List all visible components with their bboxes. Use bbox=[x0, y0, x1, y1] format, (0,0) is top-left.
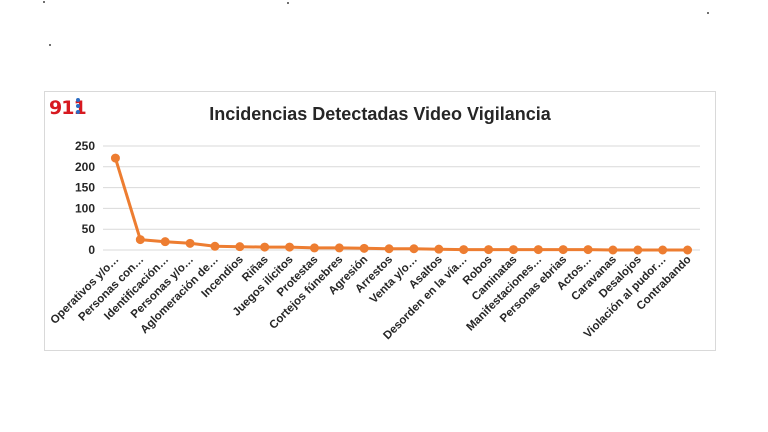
data-point bbox=[608, 245, 618, 255]
data-point bbox=[309, 243, 319, 253]
data-point bbox=[135, 235, 145, 245]
data-point bbox=[185, 238, 195, 248]
data-point bbox=[359, 243, 369, 253]
series-line bbox=[113, 157, 688, 252]
data-point bbox=[658, 245, 668, 255]
logo-dots bbox=[76, 98, 82, 116]
data-point bbox=[260, 242, 270, 252]
data-point bbox=[160, 237, 170, 247]
data-point bbox=[459, 245, 469, 255]
data-point bbox=[409, 244, 419, 254]
data-point bbox=[583, 245, 593, 255]
data-point bbox=[285, 242, 295, 252]
y-tick-label: 200 bbox=[75, 160, 95, 174]
decorative-speck bbox=[707, 12, 709, 14]
chart-area bbox=[44, 91, 716, 351]
data-point bbox=[484, 245, 494, 255]
data-point bbox=[434, 244, 444, 254]
data-point bbox=[334, 243, 344, 253]
data-point bbox=[384, 244, 394, 254]
chart-title: Incidencias Detectadas Video Vigilancia bbox=[209, 104, 551, 124]
decorative-speck bbox=[287, 2, 289, 4]
y-tick-label: 100 bbox=[75, 201, 95, 215]
data-point bbox=[210, 241, 220, 251]
data-point bbox=[235, 242, 245, 252]
data-point bbox=[683, 245, 693, 255]
data-point bbox=[558, 245, 568, 255]
y-tick-label: 50 bbox=[82, 222, 96, 236]
data-point bbox=[508, 245, 518, 255]
y-tick-label: 0 bbox=[88, 243, 95, 257]
data-point bbox=[633, 245, 643, 255]
decorative-speck bbox=[49, 44, 51, 46]
decorative-speck bbox=[43, 1, 45, 3]
data-point bbox=[533, 245, 543, 255]
data-point bbox=[110, 153, 120, 163]
y-tick-label: 250 bbox=[75, 139, 95, 153]
y-tick-label: 150 bbox=[75, 181, 95, 195]
logo-911: 911 bbox=[49, 96, 87, 122]
